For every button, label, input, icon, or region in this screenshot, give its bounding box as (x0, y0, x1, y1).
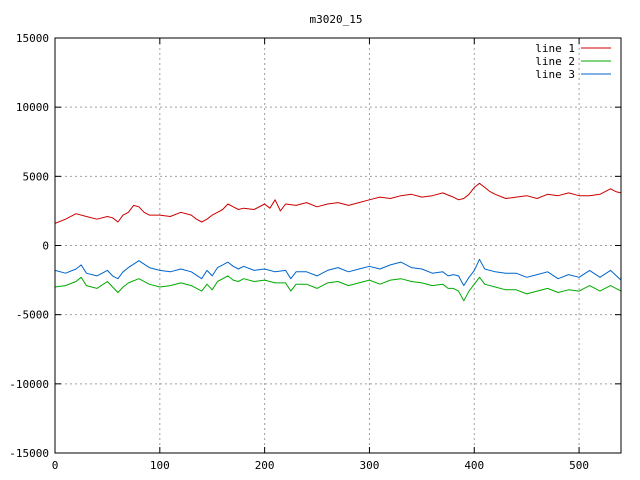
y-tick-label: -10000 (9, 378, 49, 391)
y-tick-label: 5000 (23, 170, 50, 183)
legend-label-1: line 1 (535, 42, 575, 55)
x-tick-label: 100 (150, 459, 170, 472)
x-tick-label: 300 (360, 459, 380, 472)
series-line-1 (54, 182, 622, 224)
x-tick-label: 400 (464, 459, 484, 472)
y-tick-label: 15000 (16, 32, 49, 45)
series-line-2 (54, 275, 622, 302)
x-tick-label: 500 (569, 459, 589, 472)
y-tick-label: -15000 (9, 447, 49, 460)
series-line-3 (54, 258, 622, 287)
grid (55, 38, 621, 453)
y-tick-label: -5000 (16, 309, 49, 322)
series-layer (54, 182, 622, 302)
chart-title: m3020_15 (310, 13, 363, 26)
legend-label-3: line 3 (535, 68, 575, 81)
x-tick-label: 200 (255, 459, 275, 472)
ticks: 0 100 200 300 400 500 -15000 -10000 -5000 0 5000 10… (9, 32, 621, 472)
legend-label-2: line 2 (535, 55, 575, 68)
y-tick-label: 10000 (16, 101, 49, 114)
y-tick-label: 0 (42, 240, 49, 253)
x-tick-label: 0 (52, 459, 59, 472)
